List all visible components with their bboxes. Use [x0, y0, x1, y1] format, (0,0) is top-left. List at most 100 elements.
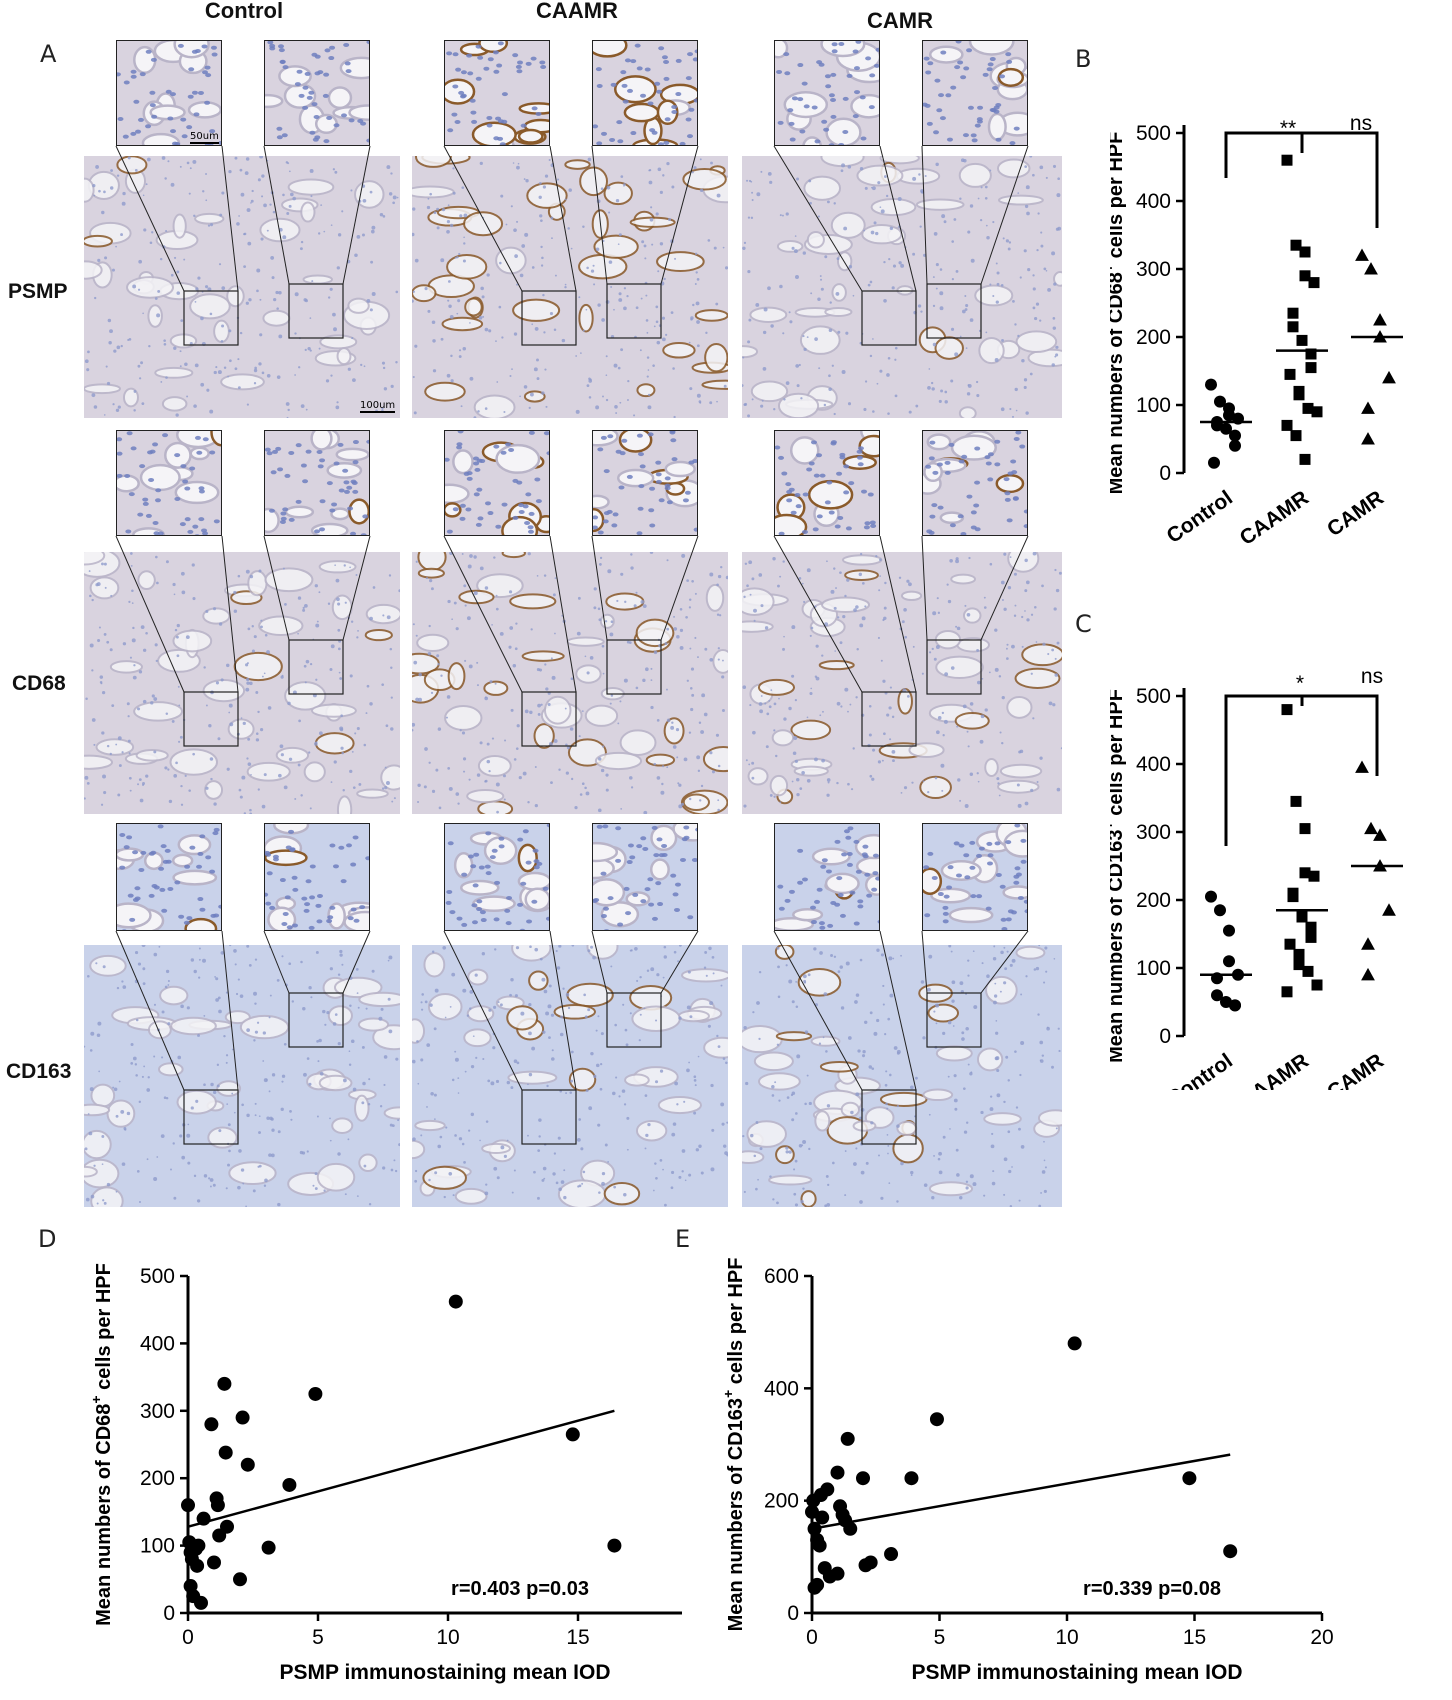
data-point-square	[1299, 246, 1311, 258]
data-point-circle	[1223, 409, 1235, 422]
inset-zoom-cd68-camr-2	[922, 430, 1028, 536]
x-tick-label: 15	[1183, 1626, 1206, 1649]
data-point	[261, 1540, 276, 1555]
zoom-guide-lines-cd68-control	[115, 536, 371, 747]
data-point-square	[1305, 921, 1317, 933]
inset-zoom-cd163-control-1	[116, 823, 222, 931]
data-point	[810, 1577, 825, 1592]
inset-zoom-cd163-caamr-2	[592, 823, 698, 931]
zoom-guide-lines-psmp-control	[115, 146, 371, 346]
data-point-square	[1281, 986, 1293, 998]
data-point	[282, 1477, 297, 1492]
y-tick-label: 500	[1136, 122, 1171, 145]
x-tick-label: 0	[182, 1626, 194, 1649]
data-point	[448, 1294, 463, 1309]
data-point-triangle	[1361, 937, 1375, 950]
data-point-triangle	[1382, 903, 1396, 916]
data-point-square	[1302, 965, 1314, 977]
data-point	[929, 1412, 944, 1427]
inset-zoom-psmp-caamr-2	[592, 40, 698, 146]
zoom-guide-lines-psmp-caamr	[443, 146, 699, 346]
data-point-square	[1281, 154, 1293, 166]
data-point-square	[1305, 362, 1317, 374]
data-point	[235, 1410, 250, 1425]
row-header-cd68: CD68	[12, 672, 66, 695]
data-point-square	[1305, 348, 1317, 360]
y-tick-label: 200	[1136, 889, 1171, 912]
panel-letter-e: E	[675, 1225, 691, 1253]
column-header-control: Control	[204, 0, 284, 23]
data-point-circle	[1205, 378, 1217, 391]
y-tick-label: 400	[764, 1377, 799, 1400]
data-point-square	[1281, 419, 1293, 431]
inset-zoom-cd68-caamr-2	[592, 430, 698, 536]
data-point	[820, 1482, 835, 1497]
data-point-square	[1296, 911, 1308, 923]
x-tick-label: 10	[1055, 1626, 1078, 1649]
x-tick-label: 5	[312, 1626, 324, 1649]
significance-label: ns	[1350, 112, 1372, 135]
data-point-square	[1281, 704, 1293, 716]
significance-label: ns	[1361, 665, 1383, 688]
tissue-section-cd163-camr	[742, 945, 1062, 1207]
y-tick-label: 300	[140, 1400, 175, 1423]
data-point-triangle	[1361, 432, 1375, 445]
data-point	[607, 1538, 622, 1553]
row-header-psmp: PSMP	[8, 280, 68, 303]
data-point	[181, 1498, 195, 1513]
y-tick-label: 0	[1159, 1025, 1171, 1048]
significance-label: *	[1296, 672, 1304, 695]
data-point-triangle	[1373, 828, 1387, 841]
data-point-circle	[1220, 996, 1232, 1008]
data-point-square	[1287, 307, 1299, 319]
x-tick-label: 20	[1310, 1626, 1333, 1649]
data-point	[843, 1521, 858, 1536]
zoom-guide-lines-psmp-camr	[773, 146, 1029, 346]
data-point	[863, 1555, 878, 1570]
y-tick-label: 0	[1159, 462, 1171, 485]
data-point-square	[1290, 239, 1302, 251]
y-tick-label: 300	[1136, 821, 1171, 844]
scale-bar-inset: 50um	[190, 131, 219, 144]
panel-letter-c: C	[1075, 610, 1092, 638]
inset-zoom-cd163-control-2	[264, 823, 370, 931]
data-point-square	[1284, 368, 1296, 380]
inset-zoom-psmp-camr-2	[922, 40, 1028, 146]
correlation-annotation: r=0.339 p=0.08	[1083, 1578, 1221, 1600]
data-point	[904, 1471, 919, 1486]
data-point	[805, 1504, 819, 1519]
data-point-square	[1299, 867, 1311, 879]
data-point-circle	[1223, 955, 1235, 968]
category-label: CAMR	[1323, 486, 1388, 541]
zoom-guide-lines-cd163-control	[115, 931, 371, 1145]
x-axis-label: PSMP immunostaining mean IOD	[280, 1661, 611, 1684]
inset-zoom-cd163-camr-1	[774, 823, 880, 931]
data-point-square	[1299, 823, 1311, 835]
data-point-circle	[1208, 456, 1220, 469]
data-point	[830, 1566, 845, 1581]
data-point	[1182, 1471, 1197, 1486]
data-point-circle	[1220, 422, 1232, 435]
data-point-triangle	[1361, 401, 1375, 414]
data-point	[210, 1498, 225, 1513]
scale-bar-overview: 100um	[360, 400, 396, 413]
data-point-circle	[1229, 439, 1241, 452]
column-header-caamr: CAAMR	[536, 0, 618, 23]
y-axis-label: Mean numbers of CD68+ cells per HPF	[88, 1263, 115, 1626]
regression-line	[811, 1453, 1231, 1530]
y-tick-label: 200	[140, 1467, 175, 1490]
y-tick-label: 0	[787, 1602, 799, 1625]
data-point-square	[1284, 938, 1296, 950]
data-point-triangle	[1355, 760, 1369, 773]
data-point	[190, 1558, 205, 1573]
inset-zoom-cd163-camr-2	[922, 823, 1028, 931]
tissue-section-cd68-camr	[742, 552, 1062, 814]
y-tick-label: 200	[1136, 326, 1171, 349]
tissue-section-cd163-caamr	[412, 945, 728, 1207]
data-point	[1067, 1336, 1082, 1351]
data-point-triangle	[1361, 967, 1375, 981]
inset-zoom-psmp-control-1	[116, 40, 222, 146]
y-tick-label: 500	[1136, 685, 1171, 708]
